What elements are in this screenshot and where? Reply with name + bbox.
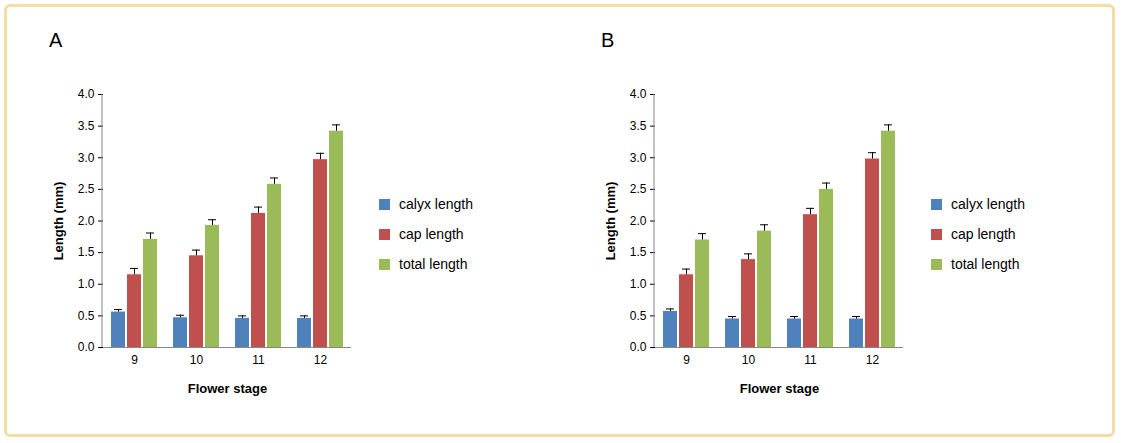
svg-text:3.5: 3.5 [78, 119, 95, 133]
html-text:calyx length: calyx length [399, 196, 473, 212]
svg-text:1.5: 1.5 [78, 245, 95, 259]
html-text:calyx length: calyx length [951, 196, 1025, 212]
html-text:B: B [601, 29, 615, 51]
svg-text:1.0: 1.0 [78, 277, 95, 291]
svg-text:0.0: 0.0 [78, 340, 95, 354]
svg-text:9: 9 [683, 353, 690, 367]
html-text:total length: total length [951, 256, 1020, 272]
svg-text:2.5: 2.5 [78, 182, 95, 196]
svg-text:Length (mm): Length (mm) [603, 182, 618, 261]
svg-text:9: 9 [131, 353, 138, 367]
svg-text:2.0: 2.0 [78, 214, 95, 228]
html-text:cap length: cap length [951, 226, 1016, 242]
svg-text:1.5: 1.5 [630, 245, 647, 259]
svg-text:0.0: 0.0 [630, 340, 647, 354]
svg-text:3.5: 3.5 [630, 119, 647, 133]
svg-text:11: 11 [804, 353, 817, 367]
html-text:A: A [49, 29, 63, 51]
svg-text:Length (mm): Length (mm) [51, 182, 66, 261]
svg-text:1.0: 1.0 [630, 277, 647, 291]
svg-text:4.0: 4.0 [78, 87, 95, 101]
svg-text:4.0: 4.0 [630, 87, 647, 101]
svg-text:11: 11 [252, 353, 265, 367]
svg-text:12: 12 [314, 353, 328, 367]
svg-text:Flower stage: Flower stage [188, 381, 267, 396]
svg-text:10: 10 [190, 353, 204, 367]
svg-text:12: 12 [866, 353, 880, 367]
html-text:cap length: cap length [399, 226, 464, 242]
svg-text:0.5: 0.5 [78, 309, 95, 323]
svg-text:Flower stage: Flower stage [740, 381, 819, 396]
svg-text:0.5: 0.5 [630, 309, 647, 323]
svg-text:10: 10 [742, 353, 756, 367]
svg-text:3.0: 3.0 [630, 151, 647, 165]
svg-text:3.0: 3.0 [78, 151, 95, 165]
svg-text:2.0: 2.0 [630, 214, 647, 228]
svg-text:2.5: 2.5 [630, 182, 647, 196]
html-text:total length: total length [399, 256, 468, 272]
